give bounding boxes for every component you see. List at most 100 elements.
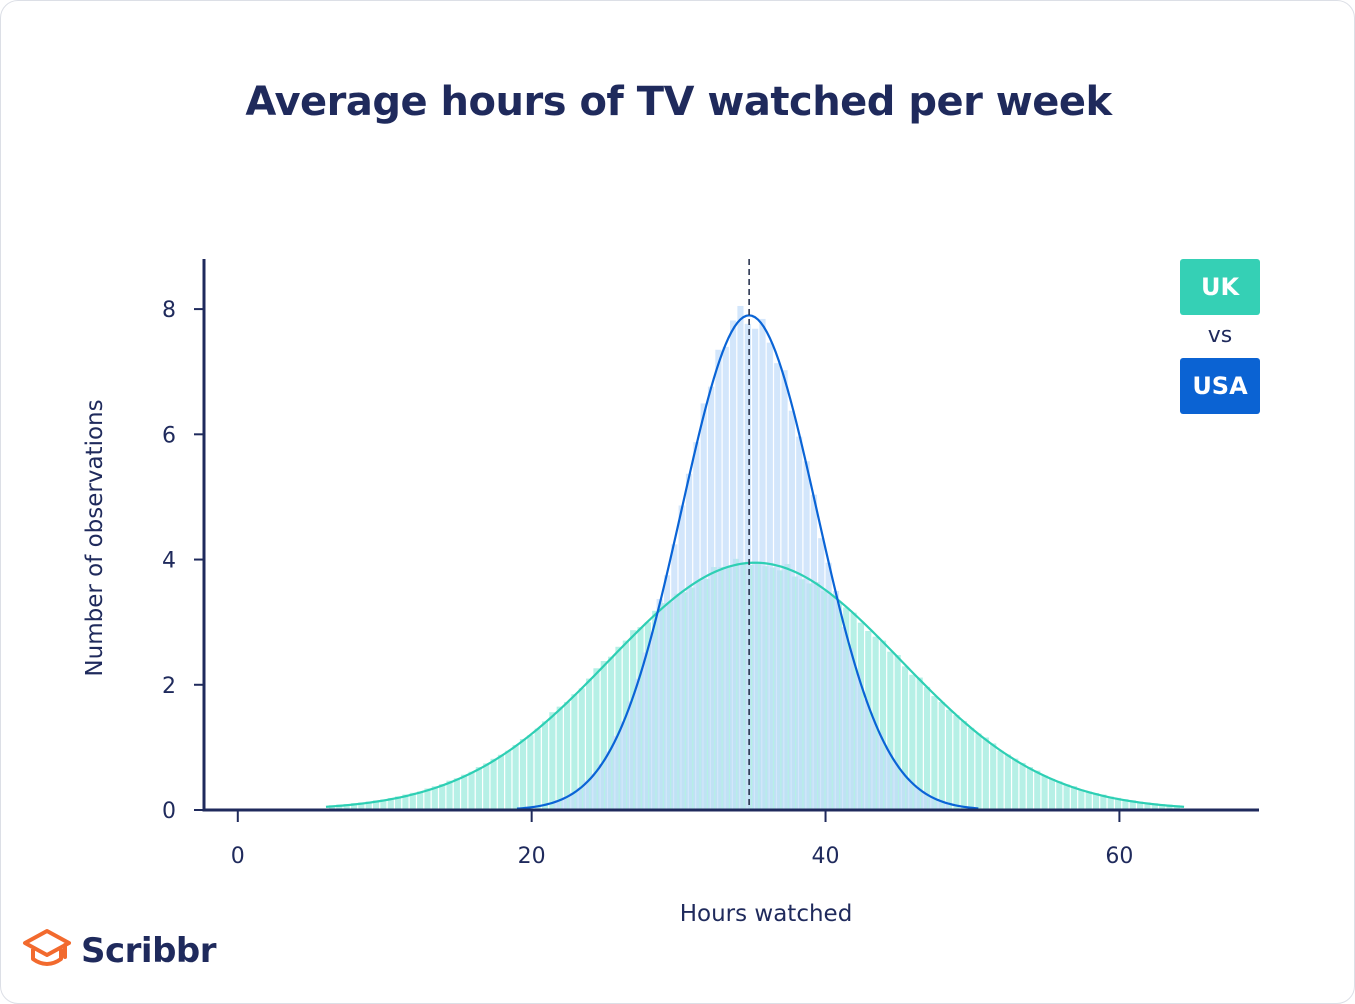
- usa-bar: [663, 575, 671, 810]
- usa-bar: [818, 538, 825, 810]
- uk-bar: [424, 788, 431, 810]
- uk-bar: [402, 794, 409, 810]
- usa-bar: [568, 792, 575, 810]
- usa-bar: [862, 699, 869, 810]
- uk-bar: [1041, 775, 1048, 810]
- uk-bar: [1166, 804, 1173, 810]
- usa-bar: [854, 673, 862, 810]
- usa-bar: [913, 786, 920, 810]
- usa-bar: [810, 494, 817, 810]
- uk-bar: [483, 763, 490, 810]
- usa-bar: [847, 648, 854, 810]
- uk-bar: [1100, 794, 1107, 810]
- uk-bar: [615, 646, 622, 810]
- x-tick-label: 0: [231, 844, 245, 869]
- usa-bars: [553, 305, 950, 810]
- uk-bar: [336, 804, 343, 810]
- usa-bar: [641, 652, 649, 810]
- uk-bar: [1115, 797, 1122, 810]
- uk-bar: [1034, 770, 1041, 810]
- usa-bar: [766, 342, 773, 810]
- usa-bar: [700, 403, 707, 810]
- uk-bar: [417, 791, 424, 810]
- usa-bar: [906, 779, 913, 810]
- uk-bar: [1159, 804, 1166, 810]
- uk-bar: [461, 774, 468, 810]
- uk-bar: [990, 743, 997, 810]
- uk-bar: [1122, 799, 1129, 810]
- uk-bar: [997, 750, 1004, 810]
- uk-bar: [541, 721, 549, 810]
- uk-bar: [953, 715, 960, 810]
- usa-bar: [715, 349, 722, 810]
- usa-bar: [649, 631, 656, 810]
- usa-bar: [825, 562, 832, 810]
- uk-bar: [916, 677, 923, 810]
- usa-bar: [634, 678, 641, 810]
- uk-bar: [350, 803, 358, 810]
- uk-bar: [586, 678, 593, 810]
- uk-bar: [901, 666, 909, 810]
- y-tick-label: 6: [162, 423, 176, 448]
- usa-bar: [671, 544, 678, 810]
- scribbr-logo: Scribbr: [21, 927, 217, 975]
- uk-bar: [975, 733, 982, 810]
- chart-title: Average hours of TV watched per week: [245, 79, 1112, 125]
- usa-bar: [921, 791, 928, 810]
- uk-bar: [1129, 800, 1136, 810]
- usa-density-line: [516, 314, 979, 810]
- usa-bar: [759, 318, 766, 810]
- usa-bar: [575, 787, 582, 810]
- uk-bar: [1056, 781, 1063, 810]
- uk-bar: [879, 640, 887, 810]
- usa-bar: [781, 370, 788, 810]
- legend-uk-label: UK: [1200, 273, 1240, 301]
- y-axis-label: Number of observations: [82, 399, 108, 676]
- usa-bar: [685, 473, 693, 810]
- legend-uk: UK: [1180, 259, 1260, 315]
- x-tick-label: 20: [518, 844, 546, 869]
- uk-bar: [387, 797, 394, 810]
- usa-bar: [561, 797, 568, 810]
- usa-bar: [656, 598, 663, 810]
- legend-usa: USA: [1180, 358, 1260, 414]
- usa-bar: [928, 795, 935, 810]
- usa-bar: [876, 733, 884, 810]
- uk-bar: [475, 767, 482, 810]
- uk-bar: [923, 686, 931, 810]
- ticks: 0 2 4 6 8 0 20 40 60: [162, 298, 1133, 869]
- uk-bar: [549, 712, 556, 810]
- usa-bar: [943, 801, 950, 810]
- usa-bar: [612, 735, 619, 810]
- usa-bar: [884, 747, 891, 810]
- uk-bar: [446, 780, 453, 810]
- y-tick-label: 4: [162, 549, 176, 574]
- uk-bar: [395, 796, 402, 810]
- uk-bar: [372, 800, 380, 810]
- usa-bar: [693, 442, 700, 810]
- usa-bar: [707, 386, 715, 810]
- uk-bar: [409, 792, 416, 810]
- uk-bar: [593, 668, 600, 810]
- legend-vs: vs: [1207, 323, 1233, 348]
- uk-bar: [1107, 796, 1114, 810]
- graduation-cap-icon: [21, 927, 73, 975]
- y-tick-label: 8: [162, 298, 176, 323]
- uk-bar: [439, 784, 446, 810]
- usa-bar: [627, 701, 634, 810]
- uk-bar: [982, 737, 989, 810]
- uk-bar: [600, 661, 607, 810]
- uk-bar: [512, 744, 519, 810]
- usa-bar: [590, 773, 597, 810]
- uk-density-line: [325, 561, 1185, 808]
- uk-bar: [1085, 791, 1092, 810]
- x-tick-label: 60: [1105, 844, 1133, 869]
- usa-bar: [619, 721, 626, 810]
- usa-bar: [869, 717, 876, 810]
- usa-bar: [722, 346, 729, 810]
- usa-bar: [597, 764, 604, 810]
- uk-bar: [527, 735, 534, 810]
- uk-bar: [909, 674, 916, 810]
